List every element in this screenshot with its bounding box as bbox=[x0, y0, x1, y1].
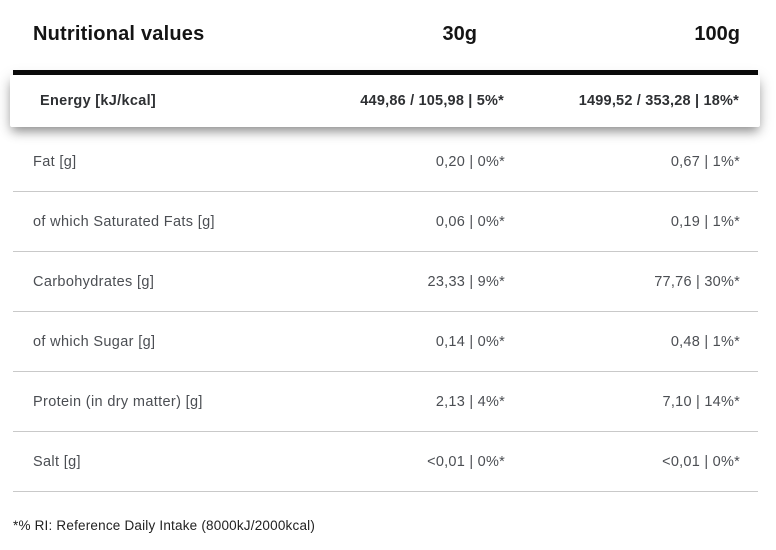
value-100g: 77,76 | 30%* bbox=[654, 273, 740, 290]
value-100g: <0,01 | 0%* bbox=[662, 453, 740, 470]
row-label: Protein (in dry matter) [g] bbox=[33, 393, 203, 410]
column-header-100g: 100g bbox=[694, 22, 740, 45]
row-label: of which Saturated Fats [g] bbox=[33, 213, 215, 230]
value-30g: 23,33 | 9%* bbox=[427, 273, 505, 290]
value-100g: 0,48 | 1%* bbox=[670, 333, 740, 350]
row-label: Energy [kJ/kcal] bbox=[40, 93, 157, 109]
table-header: Nutritional values 30g 100g bbox=[13, 16, 758, 52]
row-label: Salt [g] bbox=[33, 453, 81, 470]
reference-intake-footnote: *% RI: Reference Daily Intake (8000kJ/20… bbox=[13, 518, 316, 533]
table-row: Protein (in dry matter) [g] 2,13 | 4%* 7… bbox=[13, 372, 758, 432]
row-label: Fat [g] bbox=[33, 153, 77, 170]
energy-row: Energy [kJ/kcal] 449,86 / 105,98 | 5%* 1… bbox=[10, 75, 760, 127]
table-row: of which Sugar [g] 0,14 | 0%* 0,48 | 1%* bbox=[13, 312, 758, 372]
value-30g: 0,14 | 0%* bbox=[435, 333, 505, 350]
row-label: of which Sugar [g] bbox=[33, 333, 156, 350]
value-30g: 0,20 | 0%* bbox=[435, 153, 505, 170]
value-30g: <0,01 | 0%* bbox=[427, 453, 505, 470]
value-100g: 1499,52 / 353,28 | 18%* bbox=[578, 93, 739, 109]
table-top-rule bbox=[13, 70, 758, 75]
value-30g: 0,06 | 0%* bbox=[435, 213, 505, 230]
column-header-30g: 30g bbox=[442, 22, 477, 45]
value-100g: 7,10 | 14%* bbox=[662, 393, 740, 410]
table-body: Fat [g] 0,20 | 0%* 0,67 | 1%* of which S… bbox=[13, 132, 758, 492]
table-row: of which Saturated Fats [g] 0,06 | 0%* 0… bbox=[13, 192, 758, 252]
row-label: Carbohydrates [g] bbox=[33, 273, 155, 290]
value-100g: 0,19 | 1%* bbox=[670, 213, 740, 230]
value-100g: 0,67 | 1%* bbox=[670, 153, 740, 170]
value-30g: 2,13 | 4%* bbox=[435, 393, 505, 410]
table-title: Nutritional values bbox=[33, 22, 205, 45]
table-row: Salt [g] <0,01 | 0%* <0,01 | 0%* bbox=[13, 432, 758, 492]
table-row: Carbohydrates [g] 23,33 | 9%* 77,76 | 30… bbox=[13, 252, 758, 312]
table-row: Fat [g] 0,20 | 0%* 0,67 | 1%* bbox=[13, 132, 758, 192]
value-30g: 449,86 / 105,98 | 5%* bbox=[360, 93, 504, 109]
